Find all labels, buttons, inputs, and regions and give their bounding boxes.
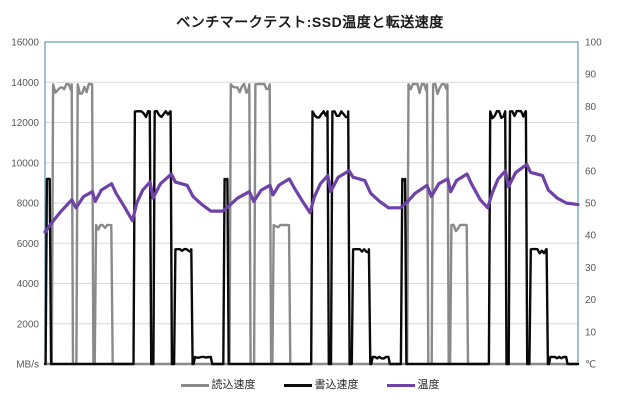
svg-text:16000: 16000 — [11, 38, 39, 49]
write-speed-legend-label: 書込速度 — [314, 378, 359, 391]
legend: 読込速度 書込速度 温度 — [0, 376, 620, 394]
legend-item-read-speed: 読込速度 — [180, 378, 256, 391]
write-speed-line-icon — [283, 383, 312, 387]
svg-text:6000: 6000 — [17, 239, 40, 250]
left-axis-unit-label: MB/s — [16, 360, 39, 371]
svg-text:4000: 4000 — [17, 279, 40, 290]
legend-item-write-speed: 書込速度 — [283, 378, 359, 391]
svg-text:60: 60 — [585, 166, 597, 177]
svg-text:10000: 10000 — [11, 158, 39, 169]
svg-text:50: 50 — [585, 199, 597, 210]
right-axis-tick-labels: 100 90 80 70 60 50 40 30 20 10 ℃ — [585, 38, 602, 371]
svg-text:80: 80 — [585, 102, 597, 113]
temperature-line — [43, 162, 580, 234]
svg-text:20: 20 — [585, 295, 597, 306]
right-axis-unit-label: ℃ — [585, 360, 596, 371]
chart-title: ベンチマークテスト:SSD温度と転送速度 — [176, 14, 444, 30]
left-axis-tick-labels: 16000 14000 12000 10000 8000 6000 4000 2000 MB/s — [11, 38, 39, 371]
read-speed-line-icon — [180, 383, 209, 387]
temperature-line-icon — [386, 383, 415, 387]
temperature-legend-label: 温度 — [417, 378, 440, 391]
svg-text:14000: 14000 — [11, 78, 39, 89]
read-speed-line — [43, 82, 580, 366]
read-speed-legend-label: 読込速度 — [211, 378, 256, 391]
svg-text:12000: 12000 — [11, 118, 39, 129]
legend-item-temperature: 温度 — [386, 378, 440, 391]
svg-text:2000: 2000 — [17, 319, 40, 330]
svg-text:90: 90 — [585, 70, 597, 81]
svg-text:100: 100 — [585, 38, 602, 49]
svg-text:8000: 8000 — [17, 199, 40, 210]
svg-text:10: 10 — [585, 327, 597, 338]
svg-text:30: 30 — [585, 263, 597, 274]
svg-text:40: 40 — [585, 231, 597, 242]
svg-text:70: 70 — [585, 134, 597, 145]
write-speed-line — [43, 109, 580, 366]
